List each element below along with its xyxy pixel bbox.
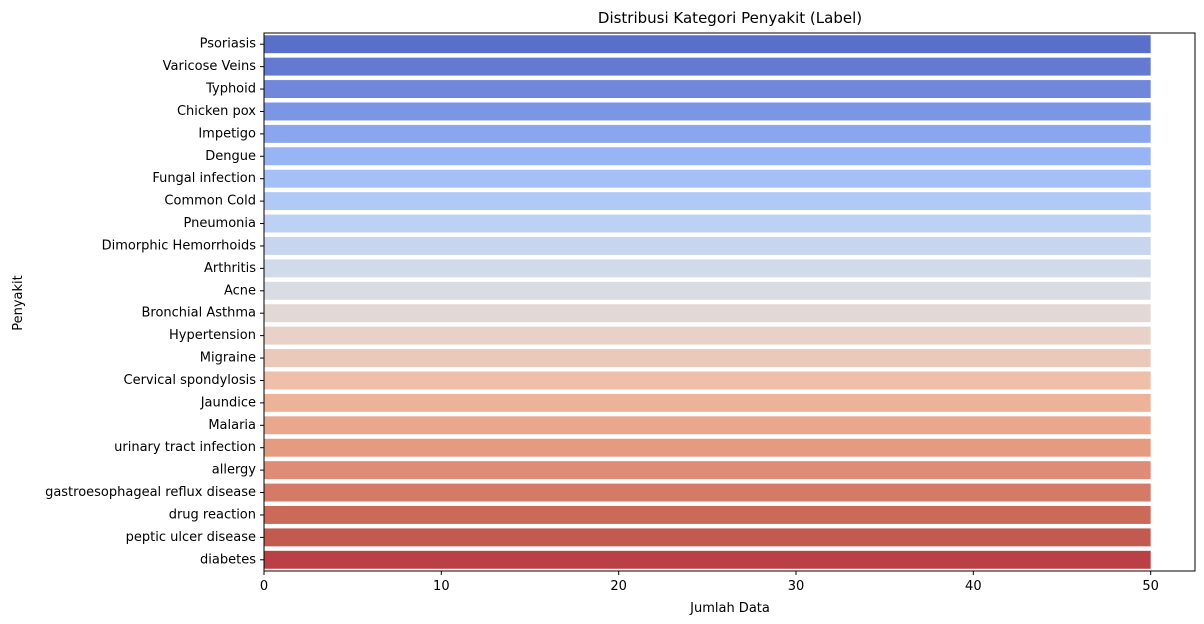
y-tick-label: Hypertension [169,328,256,343]
bar-cervical-spondylosis [264,371,1151,390]
x-tick-label: 10 [433,579,450,594]
plot-frame [263,32,1196,572]
bars-group [264,35,1151,569]
bar-urinary-tract-infection [264,438,1151,457]
y-tick-label: Dengue [205,149,256,164]
bar-dengue [264,147,1151,166]
bar-psoriasis [264,35,1151,54]
x-tick-label: 50 [1142,579,1159,594]
bar-migraine [264,349,1151,368]
y-tick-label: Arthritis [204,261,256,276]
y-tick-label: Varicose Veins [163,59,257,74]
y-tick-label: Cervical spondylosis [124,373,257,388]
bar-diabetes [264,550,1151,569]
y-tick-label: Pneumonia [183,216,256,231]
bar-hypertension [264,326,1151,345]
chart-title: Distribusi Kategori Penyakit (Label) [598,9,862,27]
y-tick-label: Jaundice [200,395,256,410]
x-tick-label: 20 [610,579,627,594]
y-tick-label: Dimorphic Hemorrhoids [102,238,257,253]
bar-bronchial-asthma [264,304,1151,323]
bar-pneumonia [264,214,1151,233]
bar-allergy [264,461,1151,480]
x-axis-label: Jumlah Data [689,601,770,616]
bar-malaria [264,416,1151,435]
y-tick-label: Psoriasis [200,37,257,52]
bar-common-cold [264,192,1151,211]
y-tick-label: Impetigo [198,126,256,141]
bar-chicken-pox [264,102,1151,121]
x-tick-label: 30 [788,579,805,594]
y-tick-label: gastroesophageal reflux disease [45,485,256,500]
y-tick-label: peptic ulcer disease [126,530,256,545]
y-tick-label: Chicken pox [177,104,256,119]
y-tick-label: allergy [212,463,257,478]
y-axis-label: Penyakit [11,275,26,331]
y-tick-label: Bronchial Asthma [141,306,256,321]
bar-drug-reaction [264,505,1151,524]
x-tick-label: 0 [260,579,268,594]
bar-arthritis [264,259,1151,278]
y-tick-label: Acne [224,283,256,298]
x-tick-labels: 0 10 20 30 40 50 [260,571,1159,594]
bar-varicose-veins [264,57,1151,76]
y-tick-label: Common Cold [164,194,256,209]
y-tick-label: Migraine [200,351,256,366]
bar-fungal-infection [264,169,1151,188]
y-tick-label: Malaria [208,418,256,433]
y-tick-label: Typhoid [205,82,256,97]
bar-impetigo [264,124,1151,143]
bar-peptic-ulcer-disease [264,528,1151,547]
bar-dimorphic-hemorrhoids [264,236,1151,255]
y-tick-label: Fungal infection [152,171,256,186]
y-tick-label: diabetes [200,552,256,567]
bar-typhoid [264,80,1151,99]
y-tick-labels: Psoriasis Varicose Veins Typhoid Chicken po… [45,37,264,567]
x-tick-label: 40 [965,579,982,594]
y-tick-label: urinary tract infection [114,440,256,455]
y-tick-label: drug reaction [169,507,256,522]
bar-gastroesophageal-reflux-disease [264,483,1151,502]
bar-acne [264,281,1151,300]
bar-jaundice [264,393,1151,412]
